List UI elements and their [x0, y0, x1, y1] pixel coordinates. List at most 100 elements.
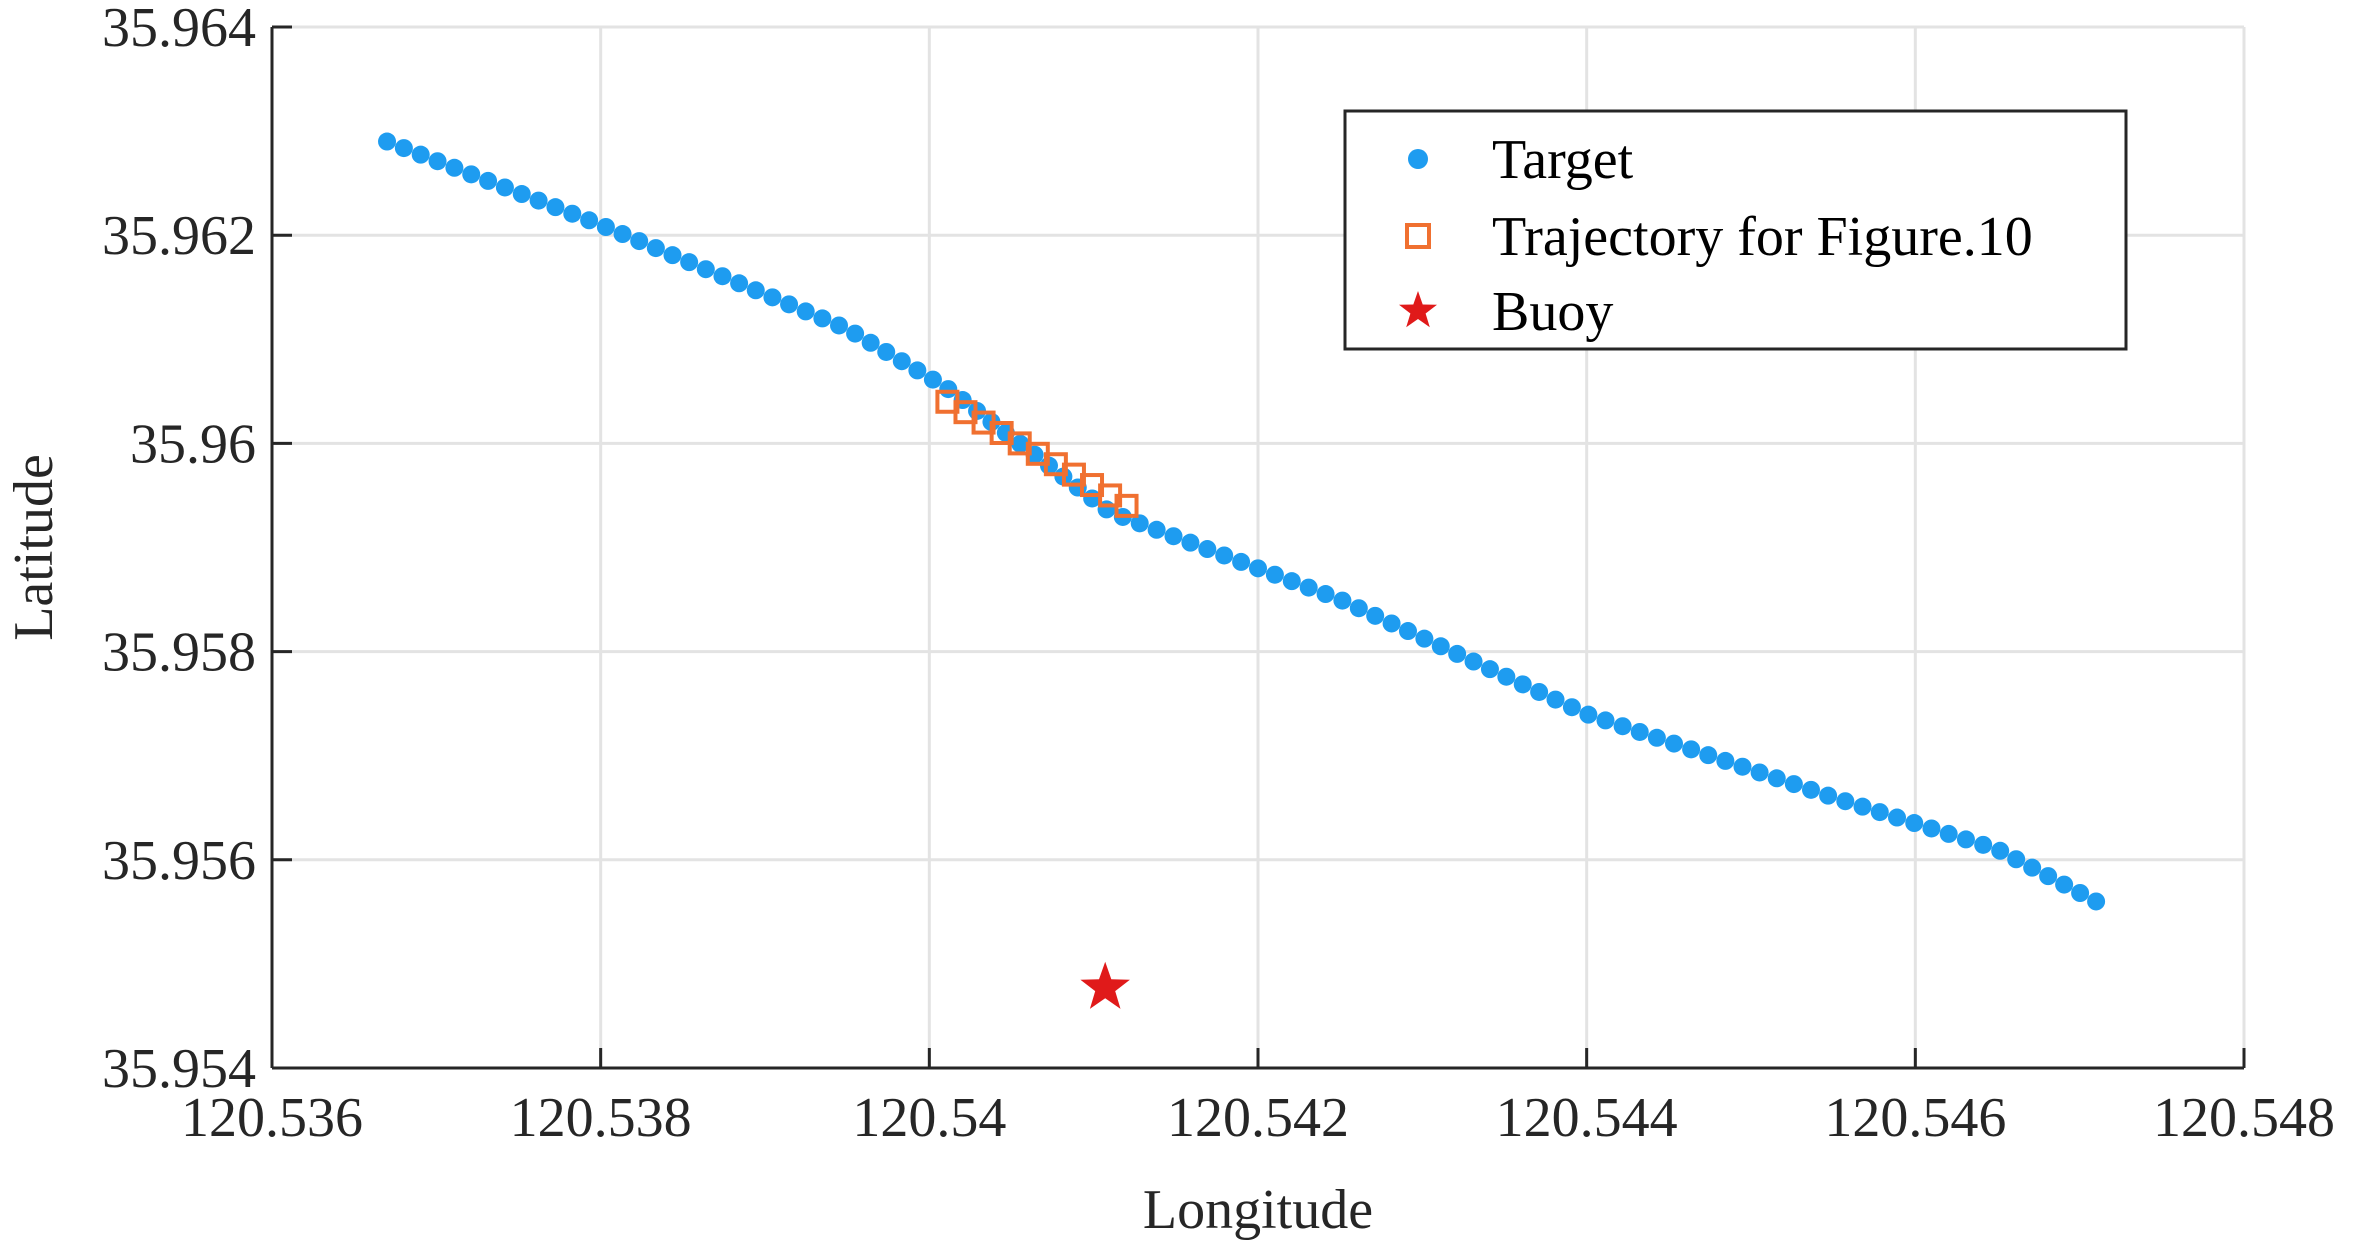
target-point — [1232, 552, 1251, 571]
x-tick-label-3: 120.542 — [1167, 1087, 1349, 1149]
target-point — [1415, 629, 1434, 648]
target-point — [1836, 792, 1855, 811]
target-point — [696, 260, 715, 279]
target-point — [445, 158, 464, 177]
target-point — [1164, 527, 1183, 546]
legend-trajectory-label: Trajectory for Figure.10 — [1492, 206, 2033, 268]
trajectory-point — [1114, 493, 1139, 518]
target-point — [1513, 675, 1532, 694]
target-point — [1530, 682, 1549, 701]
target-point — [1699, 746, 1718, 765]
target-point — [411, 145, 430, 164]
target-point — [1181, 533, 1200, 552]
target-point — [1546, 690, 1565, 709]
target-point — [1497, 667, 1516, 686]
target-point — [1130, 514, 1149, 533]
legend-trajectory-marker — [1405, 223, 1431, 249]
target-point — [2055, 875, 2074, 894]
target-point — [796, 302, 815, 321]
target-point — [846, 324, 865, 343]
target-point — [1215, 546, 1234, 565]
target-point — [861, 333, 880, 352]
target-point — [1333, 591, 1352, 610]
target-point — [1853, 797, 1872, 816]
target-point — [1750, 763, 1769, 782]
target-point — [1870, 803, 1889, 822]
target-point — [813, 309, 832, 328]
target-point — [580, 211, 599, 230]
target-point — [462, 165, 481, 184]
y-tick-label-4: 35.962 — [102, 205, 256, 267]
y-axis-label: Latitude — [3, 454, 65, 641]
target-point — [1147, 520, 1166, 539]
target-point — [908, 361, 927, 380]
target-point — [1956, 830, 1975, 849]
target-point — [923, 370, 942, 389]
target-point — [746, 281, 765, 300]
x-ticks: 120.536 120.538 120.54 120.542 120.544 120.54… — [181, 1048, 2335, 1149]
x-tick-label-6: 120.548 — [2153, 1087, 2335, 1149]
series-trajectory — [935, 389, 1139, 518]
x-tick-label-0: 120.536 — [181, 1087, 363, 1149]
target-point — [2087, 892, 2106, 911]
target-point — [563, 204, 582, 223]
target-point — [1664, 734, 1683, 753]
target-point — [830, 316, 849, 335]
target-point — [394, 139, 413, 158]
target-point — [630, 232, 649, 251]
legend-target-label: Target — [1492, 129, 1634, 191]
target-point — [1382, 614, 1401, 633]
x-axis-label: Longitude — [1143, 1179, 1373, 1241]
target-point — [2023, 858, 2042, 877]
target-point — [2007, 850, 2026, 869]
target-point — [1819, 786, 1838, 805]
target-point — [1922, 819, 1941, 838]
y-tick-label-1: 35.956 — [102, 830, 256, 892]
x-tick-label-4: 120.544 — [1496, 1087, 1678, 1149]
x-tick-label-2: 120.54 — [852, 1087, 1006, 1149]
buoy-point — [1080, 961, 1130, 1009]
target-point — [1613, 717, 1632, 736]
y-ticks: 35.954 35.956 35.958 35.96 35.962 35.964 — [102, 0, 292, 1100]
target-point — [1784, 775, 1803, 794]
target-point — [1282, 572, 1301, 591]
x-tick-label-5: 120.546 — [1824, 1087, 2006, 1149]
target-point — [1366, 606, 1385, 625]
target-point — [1431, 637, 1450, 656]
target-point — [892, 352, 911, 371]
y-tick-label-5: 35.964 — [102, 0, 256, 59]
target-point — [1011, 434, 1030, 453]
y-tick-label-0: 35.954 — [102, 1038, 256, 1100]
target-point — [428, 152, 447, 171]
legend-target-marker — [1408, 149, 1428, 169]
target-point — [1801, 780, 1820, 799]
target-point — [1888, 808, 1907, 827]
legend: Target Trajectory for Figure.10 Buoy — [1343, 109, 2128, 351]
target-point — [1905, 814, 1924, 833]
target-point — [1249, 559, 1268, 578]
target-point — [1265, 565, 1284, 584]
y-tick-label-3: 35.96 — [130, 413, 256, 475]
target-point — [1974, 835, 1993, 854]
legend-buoy-marker — [1399, 291, 1437, 328]
target-point — [1448, 644, 1467, 663]
series-buoy — [1080, 961, 1130, 1009]
target-point — [596, 218, 615, 237]
target-point — [646, 239, 665, 258]
target-point — [1733, 757, 1752, 776]
target-point — [512, 185, 531, 204]
target-point — [1630, 722, 1649, 741]
target-point — [479, 171, 498, 190]
target-point — [780, 295, 799, 314]
target-point — [1562, 698, 1581, 717]
legend-box — [1343, 109, 2128, 351]
target-point — [939, 380, 958, 399]
target-point — [1647, 728, 1666, 747]
target-point — [613, 225, 632, 244]
target-point — [1716, 751, 1735, 770]
target-point — [1299, 578, 1318, 597]
target-point — [1198, 540, 1217, 559]
series-target — [378, 132, 2106, 911]
target-point — [378, 132, 397, 151]
